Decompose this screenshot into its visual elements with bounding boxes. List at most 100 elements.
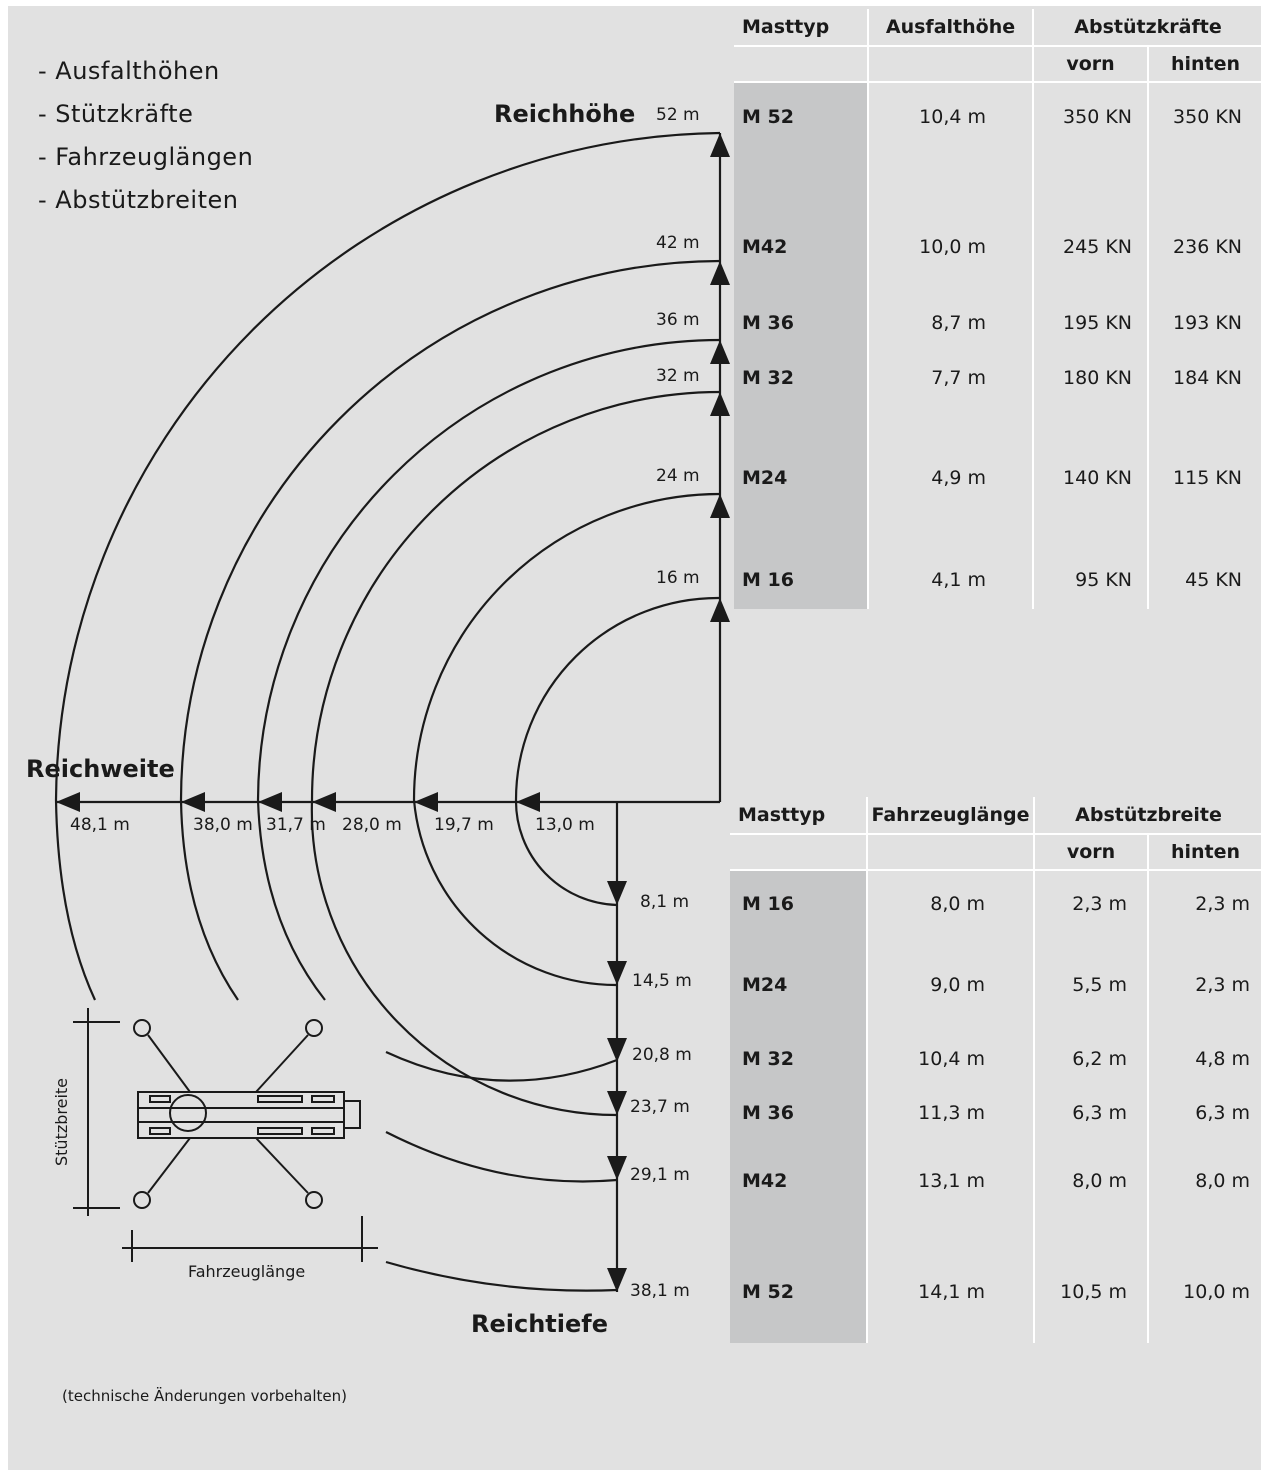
arrow-left-28 — [312, 792, 336, 812]
width-mark: 48,1 m — [70, 815, 130, 835]
mast-type-cell: M 52 — [734, 98, 868, 136]
mast-type-cell: M42 — [730, 1162, 867, 1200]
table-row: M24 4,9 m 140 KN 115 KN — [734, 459, 1261, 497]
feature-item: - Fahrzeuglängen — [38, 143, 254, 171]
width-mark: 28,0 m — [342, 815, 402, 835]
mast-type-cell: M 16 — [730, 885, 867, 923]
width-mark: 13,0 m — [535, 815, 595, 835]
width-mark: 19,7 m — [434, 815, 494, 835]
mast-type-cell: M42 — [734, 228, 868, 266]
mast-type-cell: M 36 — [730, 1094, 867, 1132]
header-blank — [734, 46, 868, 83]
depth-mark: 38,1 m — [630, 1281, 690, 1301]
height-mark: 16 m — [656, 568, 700, 588]
front-width-cell: 6,2 m — [1033, 1040, 1148, 1078]
rear-width-cell: 2,3 m — [1146, 885, 1261, 923]
table-row: M 32 10,4 m 6,2 m 4,8 m — [730, 1040, 1261, 1078]
depth-mark: 8,1 m — [640, 892, 689, 912]
arc-m36-lower — [385, 1051, 618, 1082]
mast-type-cell: M24 — [730, 966, 867, 1004]
front-force-cell: 95 KN — [1032, 561, 1148, 599]
feature-item: - Stützkräfte — [38, 100, 194, 128]
rear-force-cell: 115 KN — [1147, 459, 1261, 497]
arc-m42 — [179, 259, 721, 1001]
header-masttyp: Masttyp — [734, 9, 868, 47]
arrow-down-23 — [607, 1091, 627, 1115]
reach-arcs — [54, 131, 721, 1292]
vehicle-dimensions-table: Masttyp Fahrzeuglänge Abstützbreite vorn… — [730, 797, 1261, 1343]
width-axis-label: Reichweite — [26, 755, 175, 783]
depth-mark: 23,7 m — [630, 1097, 690, 1117]
depth-mark: 20,8 m — [632, 1045, 692, 1065]
header-vorn: vorn — [1032, 46, 1148, 83]
arc-m16 — [514, 596, 721, 907]
feature-list: - Ausfalthöhen - Stützkräfte - Fahrzeugl… — [38, 50, 253, 222]
arrow-down-29 — [607, 1156, 627, 1180]
front-force-cell: 180 KN — [1032, 359, 1148, 397]
arrow-up-32 — [710, 392, 730, 416]
length-cell: 13,1 m — [866, 1162, 1034, 1200]
rear-width-cell: 6,3 m — [1146, 1094, 1261, 1132]
header-blank — [866, 834, 1034, 871]
height-mark: 24 m — [656, 466, 700, 486]
header-abstuetzkraefte: Abstützkräfte — [1032, 9, 1261, 47]
arrow-up-36 — [710, 340, 730, 364]
arrow-up-42 — [710, 261, 730, 285]
header-masttyp: Masttyp — [730, 797, 867, 835]
front-width-cell: 2,3 m — [1033, 885, 1148, 923]
depth-axis-label: Reichtiefe — [471, 1310, 608, 1338]
arrow-up-52 — [710, 133, 730, 157]
rear-width-cell: 8,0 m — [1146, 1162, 1261, 1200]
arrow-left-38 — [181, 792, 205, 812]
height-cell: 10,0 m — [867, 228, 1033, 266]
arrow-down-14 — [607, 961, 627, 985]
front-force-cell: 245 KN — [1032, 228, 1148, 266]
height-mark: 52 m — [656, 105, 700, 125]
front-force-cell: 195 KN — [1032, 304, 1148, 342]
header-hinten: hinten — [1147, 46, 1261, 83]
arrow-up-24 — [710, 494, 730, 518]
arc-m24 — [412, 492, 721, 987]
table-row: M24 9,0 m 5,5 m 2,3 m — [730, 966, 1261, 1004]
rear-width-cell: 2,3 m — [1146, 966, 1261, 1004]
width-arrows — [56, 792, 540, 812]
length-cell: 9,0 m — [866, 966, 1034, 1004]
front-force-cell: 140 KN — [1032, 459, 1148, 497]
rear-width-cell: 4,8 m — [1146, 1040, 1261, 1078]
footnote: (technische Änderungen vorbehalten) — [62, 1387, 347, 1405]
feature-item: - Abstützbreiten — [38, 186, 239, 214]
height-mark: 32 m — [656, 366, 700, 386]
height-mark: 42 m — [656, 233, 700, 253]
length-cell: 10,4 m — [866, 1040, 1034, 1078]
length-cell: 14,1 m — [866, 1273, 1034, 1311]
header-vorn: vorn — [1033, 834, 1148, 871]
header-blank — [867, 46, 1033, 83]
table-row: M 52 10,4 m 350 KN 350 KN — [734, 98, 1261, 136]
width-mark: 31,7 m — [266, 815, 326, 835]
height-cell: 7,7 m — [867, 359, 1033, 397]
table-row: M42 13,1 m 8,0 m 8,0 m — [730, 1162, 1261, 1200]
arc-m52-lower — [54, 799, 96, 1001]
rear-force-cell: 193 KN — [1147, 304, 1261, 342]
rear-force-cell: 45 KN — [1147, 561, 1261, 599]
table-row: M42 10,0 m 245 KN 236 KN — [734, 228, 1261, 266]
front-width-cell: 8,0 m — [1033, 1162, 1148, 1200]
height-axis-label: Reichhöhe — [494, 100, 636, 128]
arrow-left-13 — [516, 792, 540, 812]
front-width-cell: 6,3 m — [1033, 1094, 1148, 1132]
header-fahrzeuglaenge: Fahrzeuglänge — [866, 797, 1034, 835]
support-width-label: Stützbreite — [52, 1077, 71, 1166]
axes — [56, 133, 722, 1292]
arrow-down-20 — [607, 1038, 627, 1062]
height-cell: 10,4 m — [867, 98, 1033, 136]
header-blank — [730, 834, 867, 871]
front-force-cell: 350 KN — [1032, 98, 1148, 136]
rear-force-cell: 350 KN — [1147, 98, 1261, 136]
length-cell: 11,3 m — [866, 1094, 1034, 1132]
support-forces-table: Masttyp Ausfalthöhe Abstützkräfte vorn h… — [734, 9, 1261, 609]
height-mark: 36 m — [656, 310, 700, 330]
height-cell: 8,7 m — [867, 304, 1033, 342]
height-cell: 4,9 m — [867, 459, 1033, 497]
mast-type-cell: M 16 — [734, 561, 868, 599]
